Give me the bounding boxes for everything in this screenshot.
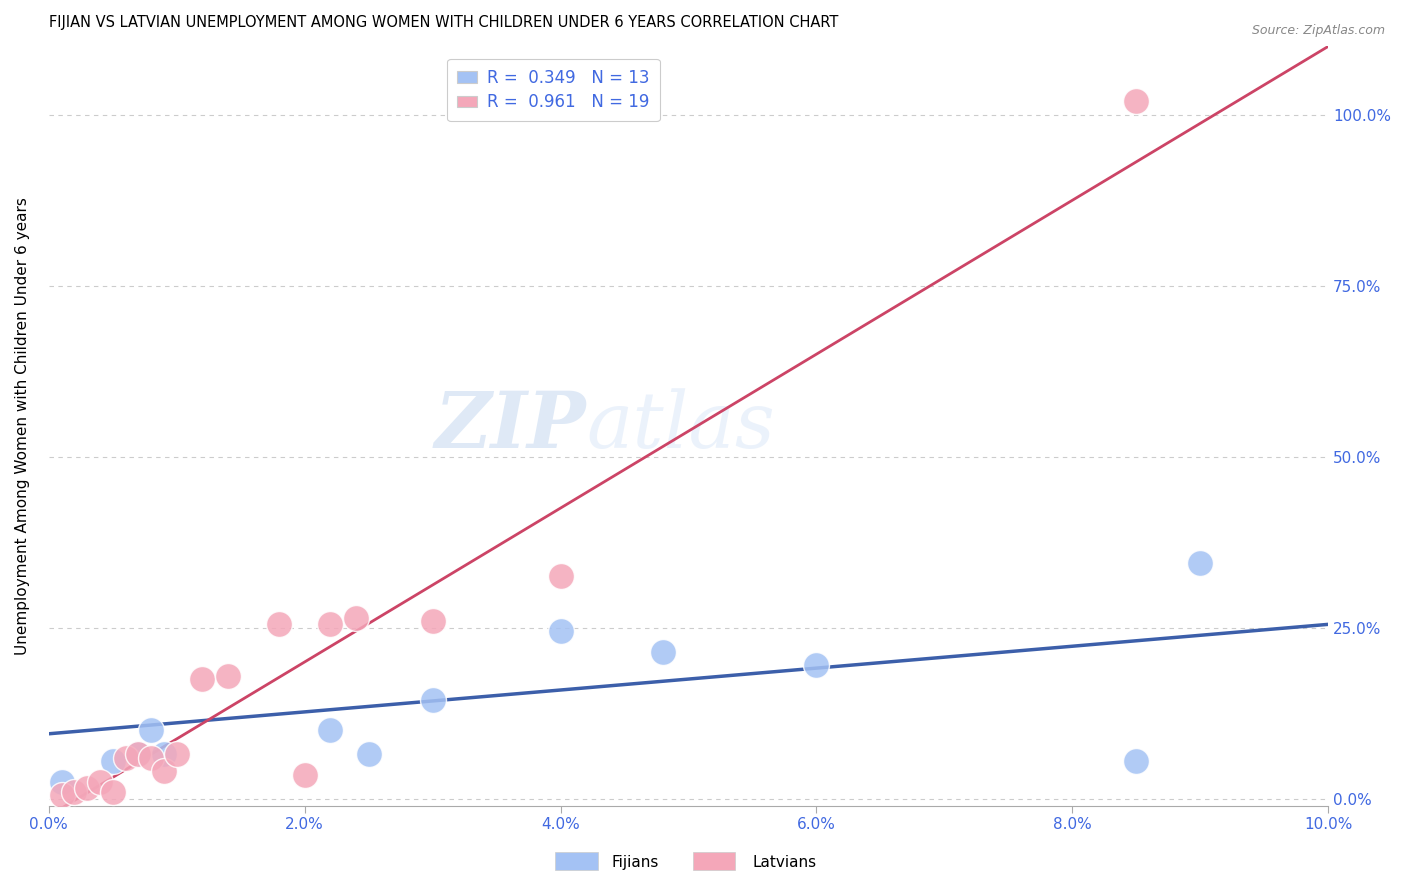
Point <box>51 789 73 803</box>
Text: atlas: atlas <box>586 388 775 464</box>
Point <box>550 624 572 639</box>
Point <box>76 781 98 796</box>
Point <box>89 774 111 789</box>
Point <box>1189 556 1212 570</box>
Point <box>319 723 342 738</box>
Point <box>101 785 124 799</box>
Point <box>114 750 136 764</box>
Point <box>651 645 673 659</box>
Point <box>422 614 444 628</box>
Point <box>344 610 367 624</box>
Text: Fijians: Fijians <box>612 855 659 870</box>
Text: FIJIAN VS LATVIAN UNEMPLOYMENT AMONG WOMEN WITH CHILDREN UNDER 6 YEARS CORRELATI: FIJIAN VS LATVIAN UNEMPLOYMENT AMONG WOM… <box>49 15 838 30</box>
Point <box>550 569 572 583</box>
Point <box>153 747 176 762</box>
Text: Latvians: Latvians <box>752 855 817 870</box>
Point <box>101 754 124 768</box>
Point <box>51 774 73 789</box>
Point <box>422 692 444 706</box>
Point <box>357 747 380 762</box>
Point <box>127 747 149 762</box>
Legend: R =  0.349   N = 13, R =  0.961   N = 19: R = 0.349 N = 13, R = 0.961 N = 19 <box>447 59 659 121</box>
Point <box>1125 94 1147 108</box>
Point <box>139 750 162 764</box>
Text: Source: ZipAtlas.com: Source: ZipAtlas.com <box>1251 24 1385 37</box>
Point <box>217 668 239 682</box>
Point <box>166 747 188 762</box>
Point <box>1125 754 1147 768</box>
Point <box>127 747 149 762</box>
Point <box>319 617 342 632</box>
Point <box>806 658 828 673</box>
Text: ZIP: ZIP <box>434 388 586 464</box>
Point <box>267 617 290 632</box>
Point <box>63 785 86 799</box>
Point <box>153 764 176 779</box>
Y-axis label: Unemployment Among Women with Children Under 6 years: Unemployment Among Women with Children U… <box>15 197 30 655</box>
Point <box>139 723 162 738</box>
Point <box>294 768 316 782</box>
Point <box>191 672 214 686</box>
